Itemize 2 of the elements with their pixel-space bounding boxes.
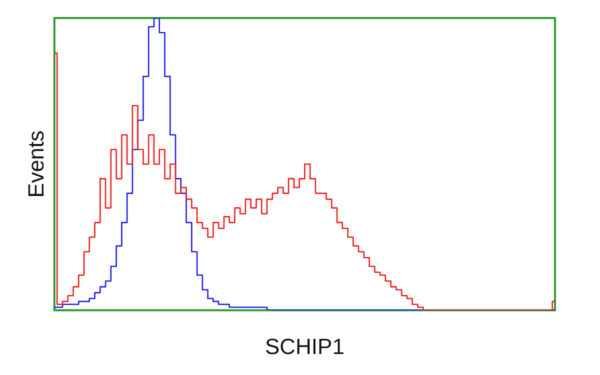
x-axis-title: SCHIP1 xyxy=(264,334,344,359)
y-axis-title: Events xyxy=(23,130,48,198)
